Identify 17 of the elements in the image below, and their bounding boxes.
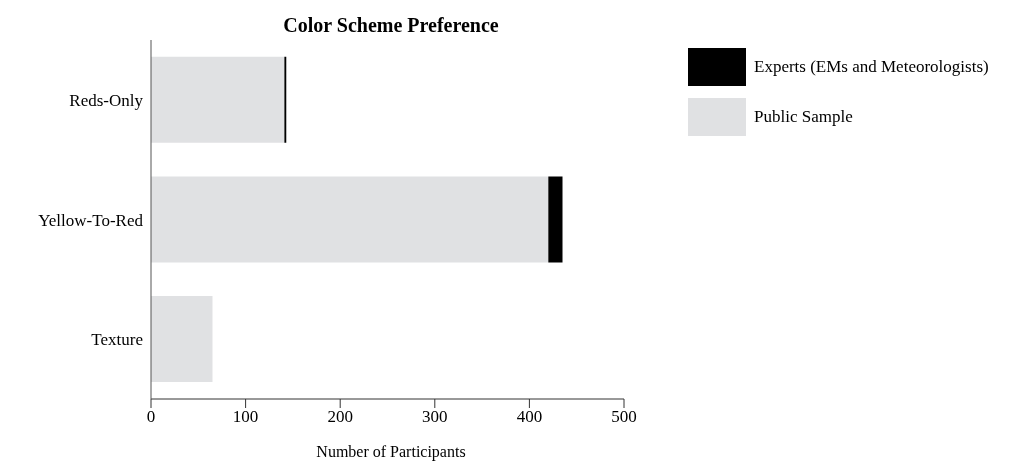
x-tick-label: 200 [327, 407, 353, 427]
legend-label: Public Sample [754, 107, 853, 127]
bar [151, 296, 213, 383]
bar [548, 176, 563, 263]
y-tick-label: Texture [91, 330, 143, 350]
x-tick-label: 100 [232, 407, 259, 427]
bar [151, 56, 285, 143]
legend-label: Experts (EMs and Meteorologists) [754, 57, 989, 77]
bar [151, 176, 549, 263]
x-tick-label: 500 [611, 407, 637, 427]
chart-title: Color Scheme Preference [282, 14, 500, 37]
y-tick-label: Reds-Only [69, 90, 144, 110]
y-tick-label: Yellow-To-Red [38, 210, 144, 230]
x-axis-title: Number of Participants [315, 443, 467, 461]
x-tick-label: 400 [516, 407, 543, 427]
x-tick-label: 0 [146, 407, 156, 427]
x-tick-label: 300 [422, 407, 448, 427]
